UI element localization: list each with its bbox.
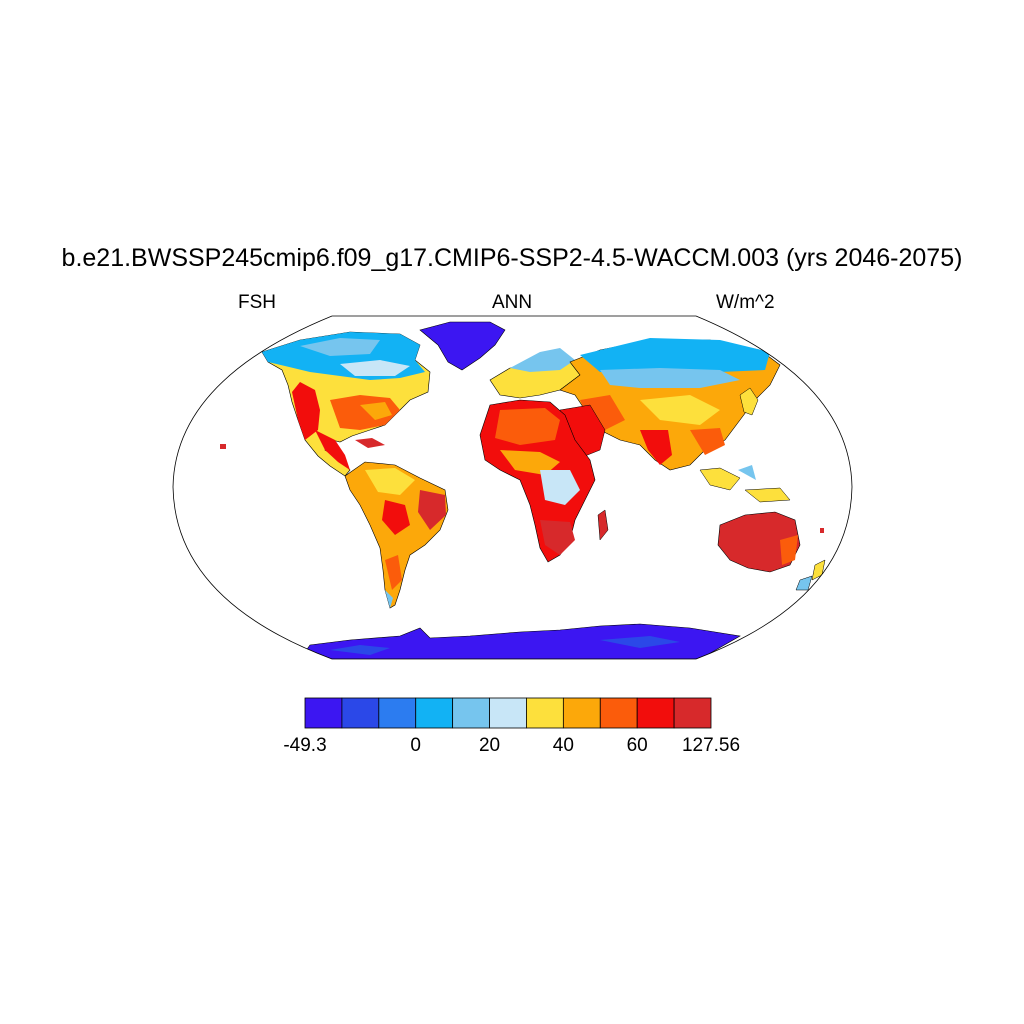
colorbar-swatch <box>636 697 675 729</box>
colorbar-swatch <box>489 697 527 729</box>
colorbar-swatch <box>304 697 343 729</box>
colorbar-tick-label: 20 <box>478 735 501 756</box>
map-outline <box>172 315 853 660</box>
colorbar-swatch <box>673 697 712 729</box>
colorbar-swatch <box>378 697 417 729</box>
colorbar-swatch <box>452 697 490 729</box>
antarctica <box>299 623 741 659</box>
australia <box>717 511 801 573</box>
colorbar-tick-label: 0 <box>410 735 422 756</box>
variable-label: FSH <box>238 292 276 313</box>
colorbar-tick-label: 40 <box>552 735 574 756</box>
colorbar-tick-label: -49.3 <box>283 735 327 756</box>
colorbar-swatch <box>562 697 601 729</box>
colorbar-tick-label: 127.56 <box>681 735 741 756</box>
colorbar-tick-label: 60 <box>626 735 648 756</box>
colorbar-swatch <box>599 697 638 729</box>
colorbar-swatch <box>526 697 564 729</box>
colorbar-swatch <box>341 697 380 729</box>
season-label: ANN <box>491 292 533 313</box>
colorbar-swatch <box>415 697 454 729</box>
plot-title: b.e21.BWSSP245cmip6.f09_g17.CMIP6-SSP2-4… <box>61 244 963 272</box>
greenland <box>419 321 506 371</box>
units-label: W/m^2 <box>716 292 775 313</box>
